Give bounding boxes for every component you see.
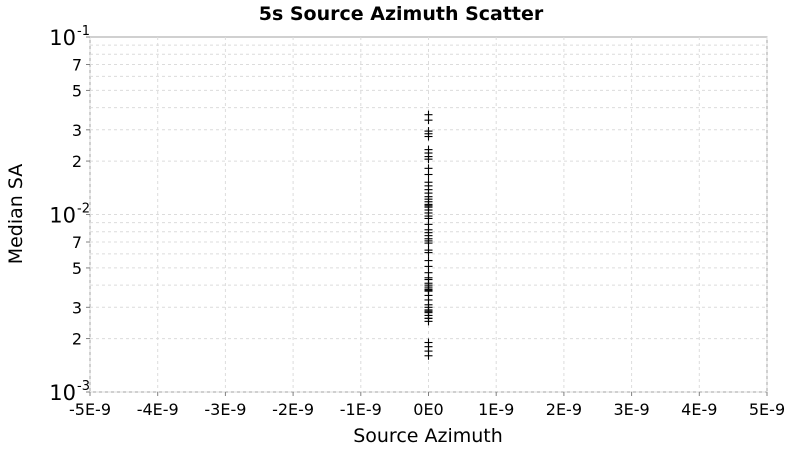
y-minor-tick-label: 5 bbox=[72, 81, 82, 100]
data-point bbox=[424, 116, 433, 125]
data-point bbox=[424, 248, 433, 257]
x-tick-label: 4E-9 bbox=[681, 400, 717, 419]
y-major-tick-exponent: -2 bbox=[77, 202, 90, 217]
x-tick-label: -4E-9 bbox=[137, 400, 179, 419]
x-tick-label: 0E0 bbox=[413, 400, 443, 419]
x-axis-ticks: -5E-9 -4E-9 -3E-9 -2E-9 -1E-9 0E0 1E-9 2E-9 3E-9… bbox=[69, 392, 785, 419]
x-tick-label: 1E-9 bbox=[478, 400, 514, 419]
data-point bbox=[424, 314, 433, 323]
y-major-tick-label: 10 bbox=[49, 26, 76, 50]
x-axis-label: Source Azimuth bbox=[353, 425, 503, 447]
y-minor-tick-label: 2 bbox=[72, 330, 82, 349]
data-point bbox=[424, 155, 433, 164]
x-tick-label: 3E-9 bbox=[613, 400, 649, 419]
x-tick-label: -1E-9 bbox=[340, 400, 382, 419]
y-axis-label: Median SA bbox=[5, 164, 27, 265]
data-points bbox=[424, 110, 433, 360]
x-tick-label: -3E-9 bbox=[204, 400, 246, 419]
y-minor-tick-label: 5 bbox=[72, 259, 82, 278]
y-major-tick-label: 10 bbox=[49, 381, 76, 405]
data-point bbox=[424, 201, 433, 210]
x-tick-label: 2E-9 bbox=[546, 400, 582, 419]
data-point bbox=[424, 212, 433, 221]
y-minor-tick-label: 2 bbox=[72, 152, 82, 171]
y-major-tick-exponent: -1 bbox=[77, 24, 90, 39]
data-point bbox=[424, 351, 433, 360]
data-point bbox=[424, 170, 433, 179]
y-minor-tick-label: 3 bbox=[72, 298, 82, 317]
y-minor-tick-label: 7 bbox=[72, 233, 82, 252]
y-minor-tick-label: 3 bbox=[72, 121, 82, 140]
data-point bbox=[424, 228, 433, 237]
y-minor-tick-label: 7 bbox=[72, 55, 82, 74]
data-point bbox=[424, 239, 433, 248]
y-major-tick-label: 10 bbox=[49, 204, 76, 228]
data-point bbox=[424, 132, 433, 141]
x-tick-label: -2E-9 bbox=[272, 400, 314, 419]
y-major-tick-exponent: -3 bbox=[77, 379, 90, 394]
chart-title: 5s Source Azimuth Scatter bbox=[259, 3, 544, 25]
x-tick-label: -5E-9 bbox=[69, 400, 111, 419]
x-tick-label: 5E-9 bbox=[749, 400, 785, 419]
